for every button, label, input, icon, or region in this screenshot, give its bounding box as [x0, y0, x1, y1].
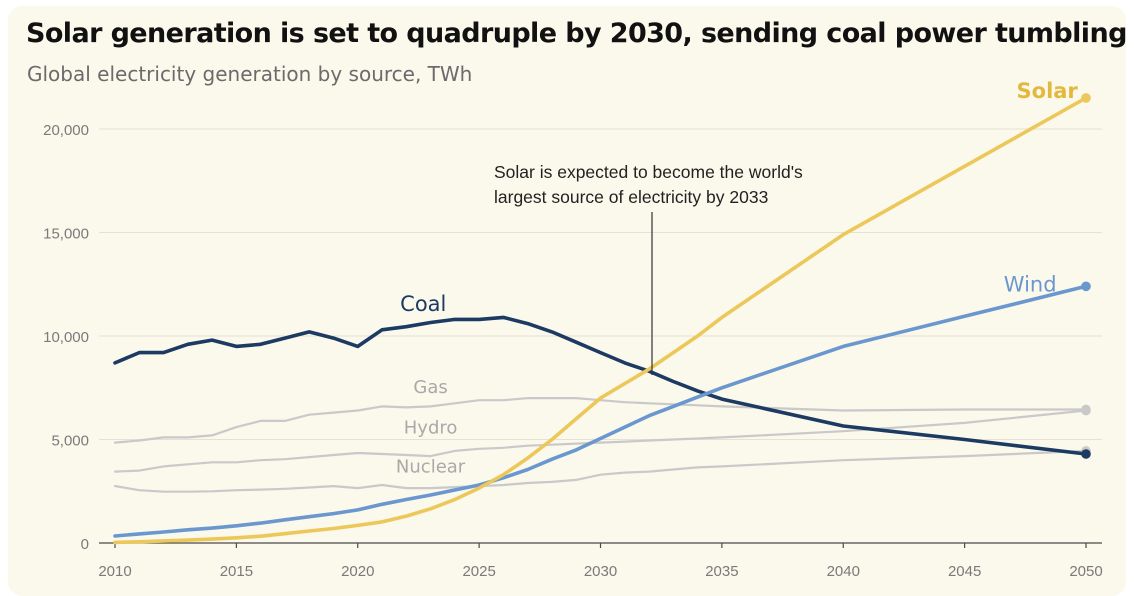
annotation-text-line: largest source of electricity by 2033 — [494, 187, 768, 207]
solar-series-label: Solar — [1017, 79, 1079, 103]
x-tick-label: 2010 — [98, 563, 131, 580]
chart-title: Solar generation is set to quadruple by … — [26, 18, 1127, 49]
x-tick-label: 2025 — [462, 563, 495, 580]
annotation-text-line: Solar is expected to become the world's — [494, 162, 803, 182]
solar-line — [113, 96, 1088, 545]
chart-subtitle: Global electricity generation by source,… — [27, 62, 473, 86]
x-tick-label: 2050 — [1069, 563, 1102, 580]
x-tick-label: 2015 — [220, 563, 253, 580]
x-tick-label: 2040 — [827, 563, 860, 580]
y-tick-label: 20,000 — [43, 122, 89, 139]
x-tick-label: 2045 — [948, 563, 981, 580]
y-tick-label: 10,000 — [43, 329, 89, 346]
wind-end-marker — [1081, 281, 1091, 292]
hydro-series-label: Hydro — [404, 417, 458, 438]
chart-card — [8, 6, 1126, 596]
wind-line — [113, 284, 1088, 538]
x-tick-label: 2030 — [584, 563, 617, 580]
x-tick-label: 2035 — [705, 563, 738, 580]
y-tick-label: 15,000 — [43, 226, 89, 243]
hydro-end-marker — [1081, 405, 1091, 416]
solar-end-marker — [1081, 93, 1091, 103]
x-tick-label: 2020 — [341, 563, 374, 580]
hydro-line — [113, 409, 1088, 473]
y-tick-label: 5,000 — [51, 433, 89, 450]
nuclear-line — [113, 449, 1088, 493]
coal-series-label: Coal — [400, 292, 446, 316]
nuclear-series-label: Nuclear — [396, 457, 466, 478]
wind-series-label: Wind — [1004, 272, 1057, 296]
coal-line — [113, 315, 1088, 456]
gas-series-label: Gas — [413, 377, 447, 398]
y-tick-label: 0 — [81, 536, 89, 553]
coal-end-marker — [1081, 449, 1091, 459]
